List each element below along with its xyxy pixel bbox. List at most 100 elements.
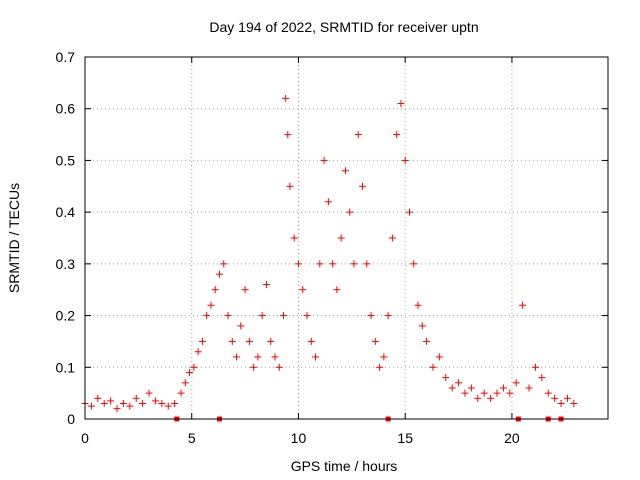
data-point: [410, 260, 418, 268]
data-point: [294, 260, 302, 268]
data-point: [271, 353, 279, 361]
data-point: [359, 182, 367, 190]
axis-ticks: [84, 56, 608, 420]
data-point: [151, 397, 159, 405]
data-point: [414, 301, 422, 309]
data-point: [307, 337, 315, 345]
data-point: [480, 389, 488, 397]
data-point: [512, 379, 520, 387]
data-point: [384, 312, 392, 320]
data-point: [467, 384, 475, 392]
data-point: [280, 312, 288, 320]
data-point: [329, 260, 337, 268]
data-point: [544, 389, 552, 397]
x-tick-label: 10: [291, 430, 307, 446]
data-point: [145, 389, 153, 397]
data-point: [557, 399, 565, 407]
data-point: [367, 312, 375, 320]
data-point: [113, 405, 121, 413]
gridlines: [85, 57, 608, 419]
data-point: [220, 260, 228, 268]
data-point: [158, 399, 166, 407]
data-point: [423, 337, 431, 345]
y-tick-label: 0.7: [56, 49, 76, 65]
data-point: [194, 348, 202, 356]
data-point: [380, 353, 388, 361]
data-point: [100, 399, 108, 407]
data-point: [405, 208, 413, 216]
data-point: [250, 363, 258, 371]
y-tick-label: 0.6: [56, 101, 76, 117]
data-point: [181, 379, 189, 387]
data-point: [267, 337, 275, 345]
data-point: [241, 286, 249, 294]
data-point: [455, 379, 463, 387]
data-point: [531, 363, 539, 371]
data-point: [371, 337, 379, 345]
data-point: [215, 270, 223, 278]
data-point: [341, 167, 349, 175]
data-point: [429, 363, 437, 371]
x-tick-label: 5: [188, 430, 196, 446]
data-point: [286, 182, 294, 190]
data-point: [132, 394, 140, 402]
y-tick-label: 0.2: [56, 308, 76, 324]
data-point: [346, 208, 354, 216]
data-point: [186, 368, 194, 376]
y-axis-label: SRMTID / TECUs: [6, 183, 22, 293]
data-point: [262, 281, 270, 289]
data-point: [316, 260, 324, 268]
data-point: [164, 402, 172, 410]
data-point: [418, 322, 426, 330]
data-point: [177, 389, 185, 397]
data-point: [228, 337, 236, 345]
data-point: [448, 384, 456, 392]
data-point: [401, 156, 409, 164]
data-point: [190, 363, 198, 371]
data-point: [254, 353, 262, 361]
data-point: [139, 399, 147, 407]
data-point: [499, 384, 507, 392]
data-point: [376, 363, 384, 371]
data-point: [237, 322, 245, 330]
data-point: [563, 394, 571, 402]
x-tick-label: 15: [397, 430, 413, 446]
data-point: [519, 301, 527, 309]
data-point: [119, 399, 127, 407]
data-point: [393, 131, 401, 139]
data-point: [303, 312, 311, 320]
data-point: [207, 301, 215, 309]
data-point: [171, 399, 179, 407]
data-point: [388, 234, 396, 242]
data-points: [81, 94, 578, 413]
data-point: [198, 337, 206, 345]
data-point: [442, 374, 450, 382]
y-tick-label: 0.3: [56, 256, 76, 272]
data-point: [506, 389, 514, 397]
data-point: [284, 131, 292, 139]
x-tick-label: 20: [504, 430, 520, 446]
x-tick-labels: 0 5 10 15 20: [81, 430, 520, 446]
data-point: [275, 363, 283, 371]
data-point: [493, 389, 501, 397]
data-point: [126, 402, 134, 410]
plot-frame: [84, 56, 609, 420]
data-point: [94, 394, 102, 402]
data-point: [461, 389, 469, 397]
data-point: [538, 374, 546, 382]
data-point: [87, 402, 95, 410]
data-point: [570, 399, 578, 407]
data-point: [363, 260, 371, 268]
data-point: [320, 156, 328, 164]
data-point: [282, 94, 290, 102]
data-point: [203, 312, 211, 320]
y-tick-label: 0.5: [56, 152, 76, 168]
data-point: [312, 353, 320, 361]
data-point: [324, 198, 332, 206]
data-point: [224, 312, 232, 320]
y-tick-label: 0.4: [56, 204, 76, 220]
data-point: [299, 286, 307, 294]
data-point: [474, 394, 482, 402]
